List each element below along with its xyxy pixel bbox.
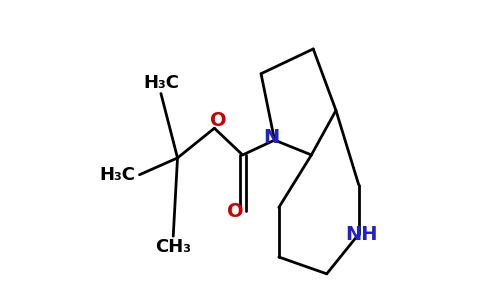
Text: NH: NH	[346, 225, 378, 244]
Text: CH₃: CH₃	[155, 238, 191, 256]
Text: O: O	[210, 111, 226, 130]
Text: N: N	[263, 128, 279, 147]
Text: H₃C: H₃C	[99, 166, 135, 184]
Text: H₃C: H₃C	[143, 74, 179, 92]
Text: O: O	[227, 202, 243, 221]
